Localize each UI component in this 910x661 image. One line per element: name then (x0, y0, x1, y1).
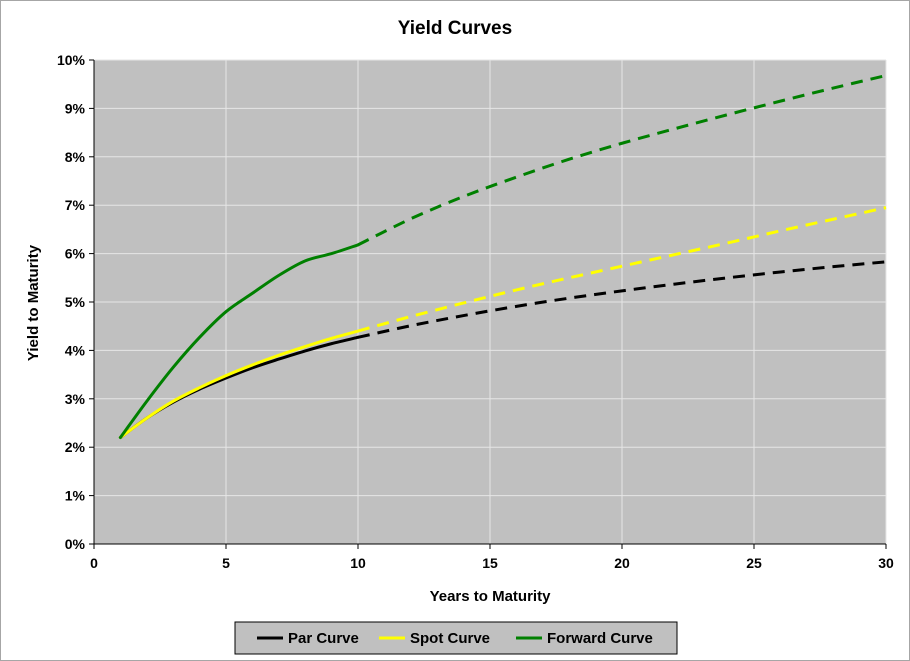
y-tick-label: 9% (65, 100, 86, 116)
legend-label-par-curve: Par Curve (288, 630, 359, 647)
y-tick-label: 10% (57, 52, 86, 68)
y-tick-label: 3% (65, 391, 86, 407)
y-tick-label: 0% (65, 536, 86, 552)
y-tick-label: 7% (65, 197, 86, 213)
y-axis-label: Yield to Maturity (25, 244, 42, 361)
x-tick-label: 25 (746, 555, 762, 571)
legend-box (234, 621, 678, 655)
x-tick-label: 20 (614, 555, 630, 571)
x-tick-label: 10 (350, 555, 366, 571)
plot-area: 0 5 10 15 20 25 30 0% 1% 2% 3% 4% 5% 6% 7% 8% 9% 10% (57, 52, 894, 571)
legend-label-spot-curve: Spot Curve (410, 630, 490, 647)
x-tick-label: 15 (482, 555, 498, 571)
chart-title: Yield Curves (398, 18, 512, 39)
legend-label-forward-curve: Forward Curve (547, 630, 653, 647)
forward-curve-solid-line (118, 243, 360, 440)
x-tick-label: 5 (222, 555, 230, 571)
x-tick-label: 0 (90, 555, 98, 571)
par-curve-dashed-line (357, 260, 887, 339)
y-tick-label: 4% (65, 342, 86, 358)
y-tick-label: 1% (65, 488, 86, 504)
spot-curve-dashed-line (357, 206, 887, 333)
y-tick-label: 2% (65, 439, 86, 455)
forward-curve-dashed-line (357, 74, 887, 247)
y-tick-label: 5% (65, 294, 86, 310)
legend: Par Curve Spot Curve Forward Curve (234, 621, 678, 655)
spot-curve-solid-line (118, 329, 360, 440)
x-axis-label: Years to Maturity (430, 588, 552, 605)
spot-curve-series (118, 206, 887, 440)
forward-curve-series (118, 74, 887, 440)
y-tick-label: 6% (65, 246, 86, 262)
x-tick-label: 30 (878, 555, 894, 571)
y-tick-label: 8% (65, 149, 86, 165)
